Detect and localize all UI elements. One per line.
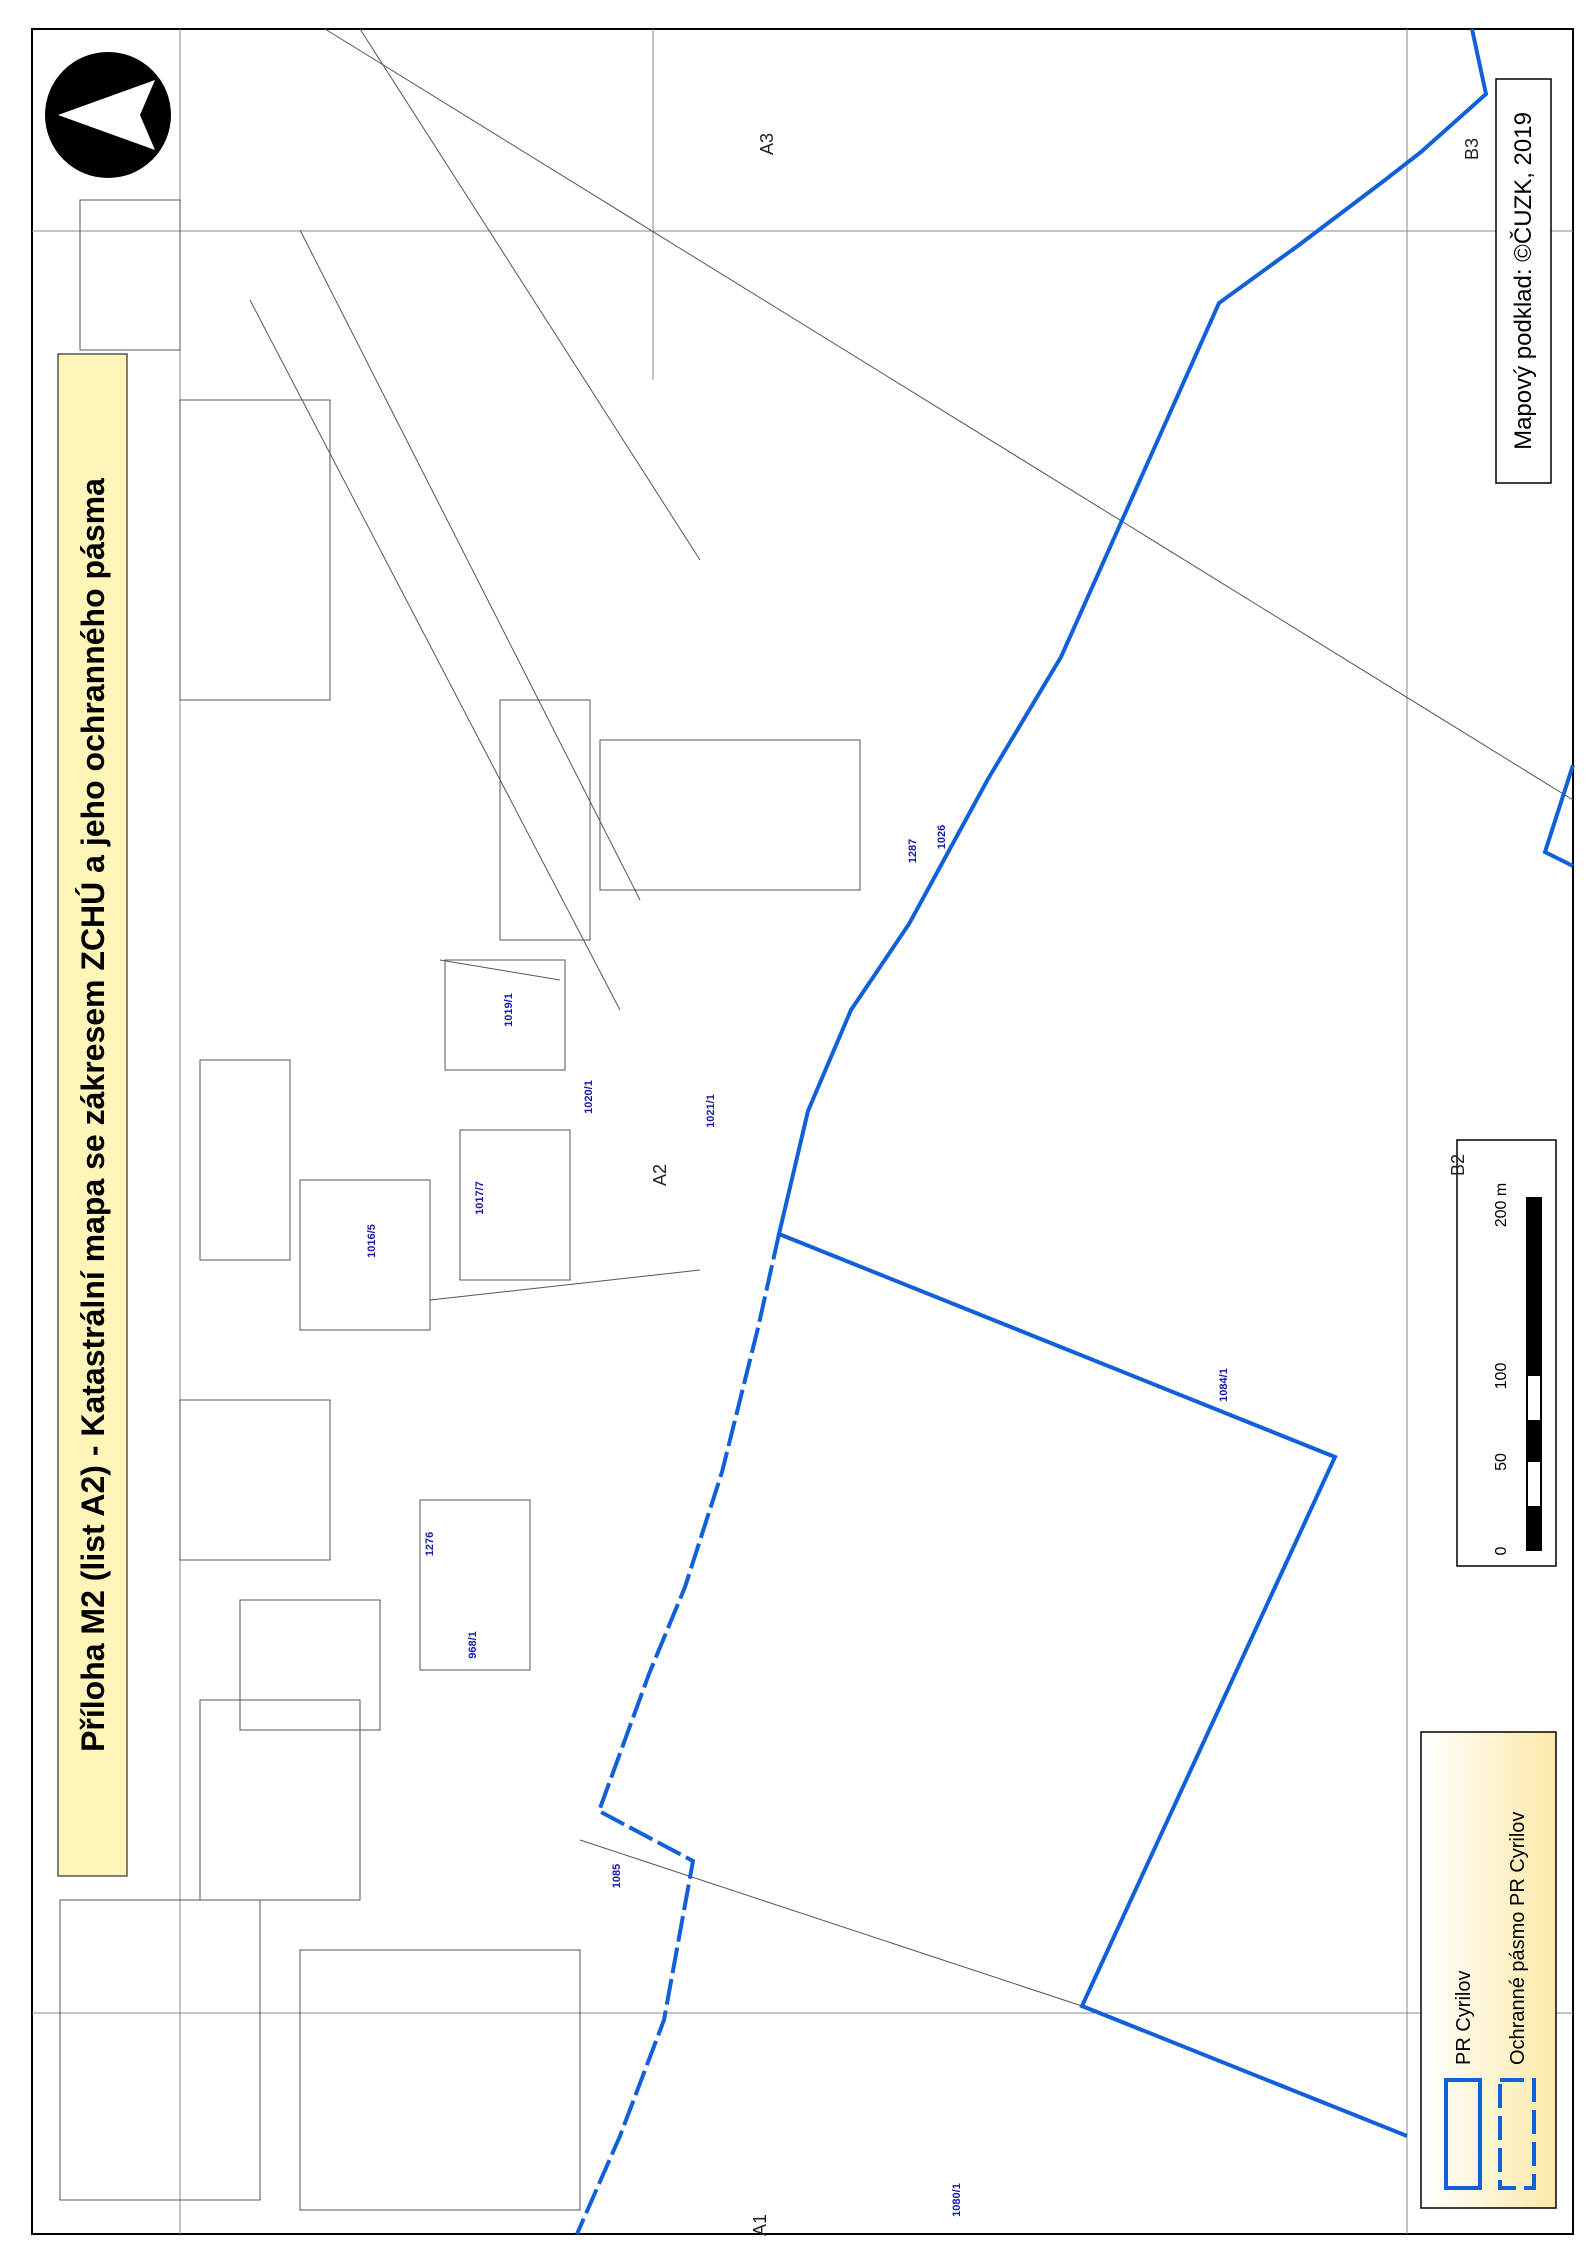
scale-label: 100	[1493, 1363, 1510, 1390]
parcel-label: 1026	[936, 825, 948, 849]
parcel-labels: 1084/1 1085 1021/1 1020/1 1080/1 1026 1287 1016…	[366, 825, 1230, 2217]
parcel-label: 1276	[424, 1532, 436, 1556]
scale-label: 50	[1493, 1453, 1510, 1471]
north-arrow	[45, 52, 171, 178]
map-credit: Mapový podklad: ©ČUZK, 2019	[1509, 112, 1537, 450]
sheet-label: B2	[1448, 1154, 1468, 1176]
cadastral-lines	[59, 28, 1574, 2211]
parcel-label: 1017/7	[474, 1181, 486, 1215]
reserve-boundary	[575, 28, 1575, 2235]
legend: PR Cyrilov Ochranné pásmo PR Cyrilov	[1420, 1731, 1557, 2209]
parcel-label: 1021/1	[705, 1094, 717, 1128]
sheet-label: A2	[650, 1164, 670, 1186]
sheet-label: A3	[757, 133, 777, 155]
scale-label: 200 m	[1493, 1183, 1510, 1227]
parcel-label: 1287	[907, 839, 919, 863]
grid-lines	[32, 29, 1573, 2234]
map-title: Příloha M2 (list A2) - Katastrální mapa …	[75, 478, 111, 1752]
parcel-label: 1020/1	[583, 1080, 595, 1114]
parcel-label: 1016/5	[366, 1224, 378, 1258]
scale-label: 0	[1493, 1546, 1510, 1555]
legend-item: Ochranné pásmo PR Cyrilov	[1507, 1812, 1529, 2065]
parcel-label: 1084/1	[1218, 1368, 1230, 1402]
parcel-label: 968/1	[467, 1631, 479, 1659]
title-box: Příloha M2 (list A2) - Katastrální mapa …	[57, 353, 128, 1877]
parcel-label: 1019/1	[503, 993, 515, 1027]
parcel-label: 1080/1	[951, 2183, 963, 2217]
legend-item: PR Cyrilov	[1453, 1971, 1475, 2065]
sheet-label: B3	[1462, 138, 1482, 160]
parcel-label: 1085	[611, 1864, 623, 1888]
sheet-label: A1	[750, 2214, 770, 2236]
credit-box: Mapový podklad: ©ČUZK, 2019	[1495, 78, 1552, 484]
scale-bar: 0 50 100 200 m	[1456, 1139, 1557, 1567]
sheet-labels: A1 A2 A3 B2 B3	[650, 133, 1482, 2236]
